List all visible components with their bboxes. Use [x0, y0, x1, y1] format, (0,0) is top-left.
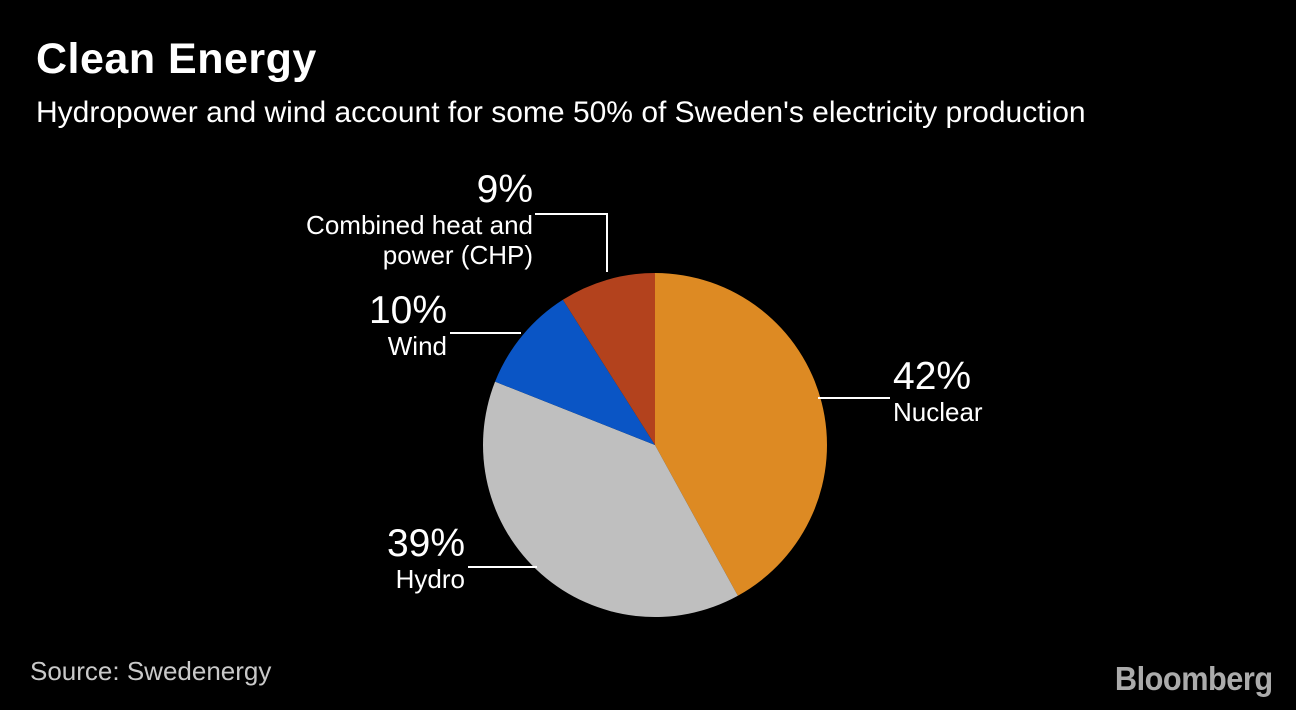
label-chp-pct: 9% — [476, 168, 533, 211]
label-chp: 9% Combined heat and power (CHP) — [263, 168, 533, 271]
label-wind-pct: 10% — [368, 289, 447, 332]
label-nuclear-pct: 42% — [893, 355, 972, 398]
bloomberg-logo: Bloomberg — [1115, 660, 1273, 697]
label-chp-name: Combined heat and power (CHP) — [306, 210, 533, 270]
label-wind: 10% Wind — [368, 289, 447, 362]
label-nuclear-name: Nuclear — [893, 397, 983, 427]
pie-slice-hydro — [483, 381, 738, 617]
chart-subtitle: Hydropower and wind account for some 50%… — [36, 96, 1086, 129]
chart-title: Clean Energy — [36, 35, 317, 83]
label-nuclear: 42% Nuclear — [893, 355, 983, 428]
label-wind-name: Wind — [387, 331, 447, 361]
leader-lines — [450, 213, 890, 568]
label-hydro: 39% Hydro — [386, 522, 465, 595]
pie-slice-chp — [562, 273, 655, 445]
label-hydro-pct: 39% — [386, 522, 465, 565]
pie-slice-nuclear — [655, 273, 827, 596]
leader-line-chp — [535, 213, 608, 272]
pie-slice-wind — [495, 299, 655, 445]
pie-slices — [483, 273, 827, 617]
label-hydro-name: Hydro — [395, 564, 465, 594]
source-text: Source: Swedenergy — [30, 656, 272, 686]
